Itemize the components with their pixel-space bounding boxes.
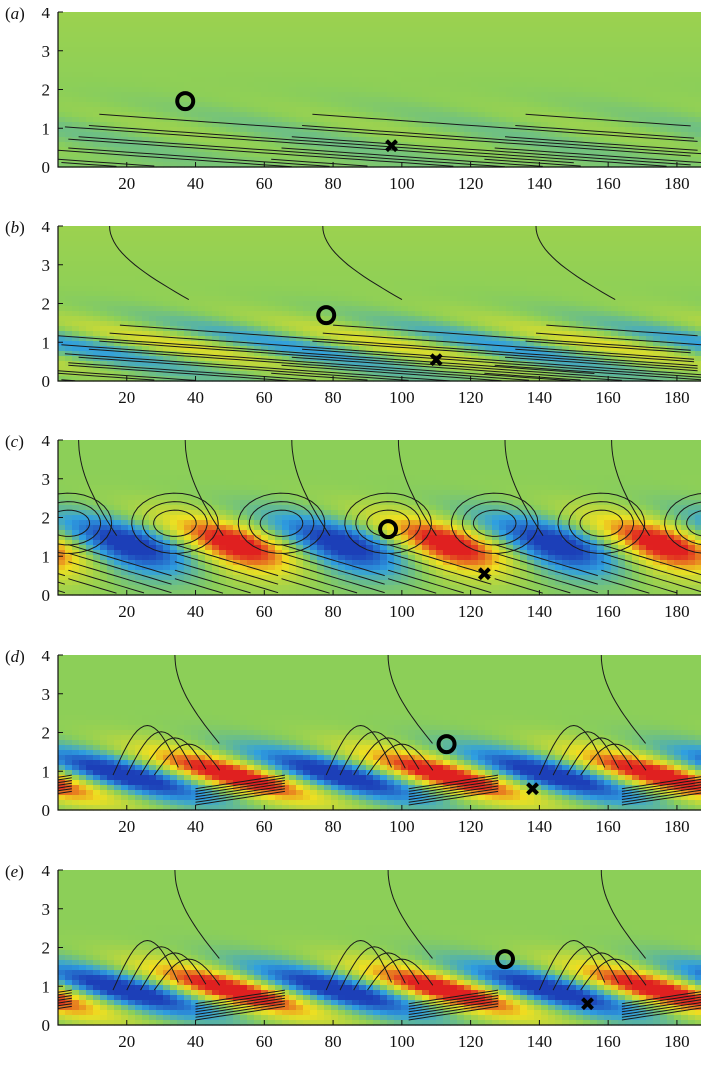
y-tick-label: 2: [42, 939, 51, 958]
y-tick-label: 3: [42, 900, 51, 919]
y-tick-label: 1: [42, 333, 51, 352]
contour-line: [0, 744, 6, 775]
x-tick-label: 40: [187, 602, 204, 621]
y-tick-label: 0: [42, 372, 51, 391]
x-tick-label: 60: [256, 602, 273, 621]
contour-line: [0, 655, 6, 743]
x-tick-label: 40: [187, 174, 204, 193]
x-tick-label: 160: [595, 817, 621, 836]
contour-line: [0, 562, 65, 593]
contour-line: [0, 493, 5, 553]
x-tick-label: 20: [118, 174, 135, 193]
y-tick-label: 1: [42, 119, 51, 138]
x-tick-label: 60: [256, 388, 273, 407]
x-tick-label: 40: [187, 1032, 204, 1051]
x-tick-label: 80: [325, 1032, 342, 1051]
y-tick-label: 4: [42, 436, 51, 450]
panel-plot: 20 40 60 80 100 120 140 160 180 0 1 2 3 4: [0, 651, 701, 866]
y-tick-label: 1: [42, 762, 51, 781]
x-tick-label: 100: [389, 817, 415, 836]
x-tick-label: 140: [527, 388, 553, 407]
x-tick-label: 180: [664, 388, 690, 407]
y-tick-label: 4: [42, 8, 51, 22]
y-tick-label: 3: [42, 470, 51, 489]
y-tick-label: 3: [42, 42, 51, 61]
x-tick-label: 140: [527, 602, 553, 621]
x-tick-label: 60: [256, 174, 273, 193]
contour-line: [0, 579, 10, 594]
x-tick-label: 100: [389, 602, 415, 621]
y-tick-label: 3: [42, 685, 51, 704]
y-tick-label: 0: [42, 586, 51, 605]
contour-line: [0, 870, 6, 958]
heatmap: [58, 440, 701, 596]
x-tick-label: 20: [118, 388, 135, 407]
y-tick-label: 4: [42, 866, 51, 880]
panel-plot: 20 40 60 80 100 120 140 160 180 0 1 2 3 4: [0, 8, 701, 223]
x-tick-label: 80: [325, 388, 342, 407]
x-tick-label: 140: [527, 817, 553, 836]
x-tick-label: 60: [256, 1032, 273, 1051]
x-tick-label: 20: [118, 602, 135, 621]
y-tick-label: 2: [42, 295, 51, 314]
x-tick-label: 60: [256, 817, 273, 836]
x-tick-label: 40: [187, 388, 204, 407]
x-tick-label: 160: [595, 1032, 621, 1051]
y-tick-label: 1: [42, 547, 51, 566]
panel-plot: 20 40 60 80 100 120 140 160 180 0 1 2 3 4: [0, 436, 701, 651]
x-tick-label: 180: [664, 817, 690, 836]
x-tick-label: 160: [595, 174, 621, 193]
contour-line: [0, 440, 10, 536]
x-tick-label: 120: [458, 602, 484, 621]
x-tick-label: 180: [664, 1032, 690, 1051]
contour-line: [0, 553, 65, 584]
x-tick-label: 160: [595, 388, 621, 407]
y-tick-label: 1: [42, 977, 51, 996]
x-tick-label: 180: [664, 174, 690, 193]
x-tick-label: 120: [458, 174, 484, 193]
y-tick-label: 0: [42, 801, 51, 820]
panel-plot: 20 40 60 80 100 120 140 160 180 0 1 2 3 4: [0, 222, 701, 437]
x-tick-label: 120: [458, 1032, 484, 1051]
x-tick-label: 40: [187, 817, 204, 836]
x-tick-label: 120: [458, 817, 484, 836]
x-tick-label: 80: [325, 174, 342, 193]
x-tick-label: 140: [527, 174, 553, 193]
x-tick-label: 100: [389, 388, 415, 407]
y-tick-label: 2: [42, 81, 51, 100]
x-tick-label: 140: [527, 1032, 553, 1051]
x-tick-label: 120: [458, 388, 484, 407]
contour-line: [0, 959, 6, 990]
y-tick-label: 0: [42, 158, 51, 177]
y-tick-label: 2: [42, 724, 51, 743]
x-tick-label: 100: [389, 174, 415, 193]
x-tick-label: 80: [325, 817, 342, 836]
contour-line: [0, 545, 65, 576]
y-tick-label: 4: [42, 651, 51, 665]
x-tick-label: 80: [325, 602, 342, 621]
x-tick-label: 100: [389, 1032, 415, 1051]
contour-line: [0, 570, 37, 593]
x-tick-label: 20: [118, 817, 135, 836]
y-tick-label: 2: [42, 509, 51, 528]
y-tick-label: 4: [42, 222, 51, 236]
x-tick-label: 160: [595, 602, 621, 621]
x-tick-label: 180: [664, 602, 690, 621]
y-tick-label: 0: [42, 1016, 51, 1035]
x-tick-label: 20: [118, 1032, 135, 1051]
y-tick-label: 3: [42, 256, 51, 275]
